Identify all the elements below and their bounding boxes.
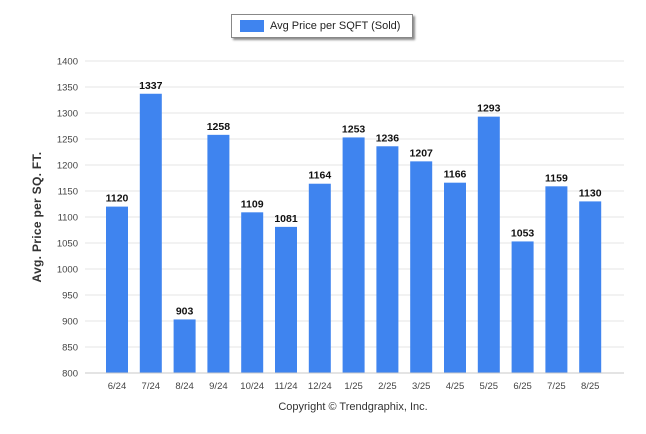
data-label: 903 — [176, 305, 194, 317]
data-label: 1130 — [579, 187, 602, 199]
y-tick-label: 1150 — [58, 187, 78, 198]
y-tick-label: 1300 — [57, 109, 78, 120]
data-label: 1253 — [342, 123, 366, 135]
data-label: 1258 — [207, 121, 231, 133]
x-tick-label: 3/25 — [412, 381, 431, 392]
y-tick-label: 1350 — [57, 83, 78, 94]
bar — [376, 146, 399, 373]
y-tick-label: 1100 — [58, 213, 78, 224]
y-tick-label: 1250 — [57, 135, 78, 146]
x-tick-label: 4/25 — [446, 381, 465, 392]
y-axis-label: Avg. Price per SQ. FT. — [30, 151, 44, 283]
data-label: 1236 — [376, 132, 400, 144]
bar — [511, 241, 534, 373]
legend-swatch — [240, 20, 264, 32]
y-tick-label: 800 — [62, 369, 78, 380]
y-tick-label: 1400 — [57, 57, 78, 68]
bar — [444, 182, 466, 373]
y-axis-ticks: 800 850 900 950 1000 1050 1100 1150 1200 1250 1300… — [57, 57, 78, 380]
y-tick-label: 900 — [62, 317, 78, 328]
bars — [106, 93, 602, 373]
y-tick-label: 1000 — [57, 265, 78, 276]
x-tick-label: 2/25 — [378, 381, 397, 392]
bar — [308, 183, 331, 373]
bar — [579, 201, 602, 373]
bar — [410, 161, 433, 373]
x-tick-label: 8/25 — [581, 381, 600, 392]
data-label: 1164 — [308, 170, 331, 182]
x-tick-label: 10/24 — [240, 381, 264, 392]
legend-label: Avg Price per SQFT (Sold) — [270, 20, 401, 32]
data-labels: 1120 1337 903 1258 1109 1081 1164 1253 1236 1207 1… — [106, 80, 602, 318]
data-label: 1053 — [511, 227, 535, 239]
x-tick-label: 6/24 — [108, 381, 127, 392]
x-tick-label: 6/25 — [513, 381, 532, 392]
y-tick-label: 950 — [62, 291, 78, 302]
x-axis-ticks: 6/24 7/24 8/24 9/24 10/24 11/24 12/24 1/25 2/25 3… — [108, 381, 600, 392]
x-tick-label: 7/24 — [142, 381, 161, 392]
data-label: 1120 — [106, 193, 129, 205]
x-tick-label: 8/24 — [175, 381, 194, 392]
x-tick-label: 11/24 — [274, 381, 297, 392]
bar — [241, 212, 264, 373]
bar — [207, 134, 230, 373]
copyright-text: Copyright © Trendgraphix, Inc. — [278, 401, 428, 413]
y-tick-label: 850 — [62, 343, 78, 354]
bar — [342, 137, 365, 373]
x-tick-label: 5/25 — [480, 381, 499, 392]
data-label: 1166 — [444, 169, 467, 181]
data-label: 1159 — [545, 172, 568, 184]
data-label: 1109 — [241, 198, 264, 210]
x-tick-label: 1/25 — [344, 381, 363, 392]
data-label: 1337 — [139, 80, 163, 92]
data-label: 1081 — [274, 213, 298, 225]
bar — [477, 116, 500, 373]
y-tick-label: 1050 — [57, 239, 78, 250]
bar — [545, 186, 568, 373]
y-tick-label: 1200 — [57, 161, 78, 172]
bar — [275, 226, 297, 373]
data-label: 1293 — [477, 103, 501, 115]
data-label: 1207 — [410, 147, 434, 159]
x-tick-label: 9/24 — [209, 381, 228, 392]
bar — [106, 206, 128, 373]
legend[interactable]: Avg Price per SQFT (Sold) — [231, 14, 413, 38]
bar — [173, 319, 196, 373]
x-tick-label: 12/24 — [308, 381, 332, 392]
bar — [139, 93, 162, 373]
x-tick-label: 7/25 — [547, 381, 566, 392]
